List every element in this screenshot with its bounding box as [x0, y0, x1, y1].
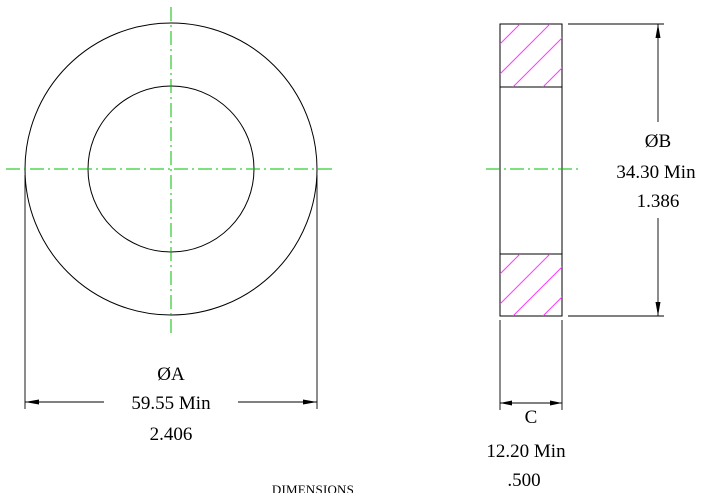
dimension-a-metric: 59.55 Min: [131, 393, 211, 414]
dimension-a-arrow-left: [25, 399, 39, 405]
front-view: [6, 7, 336, 333]
dimension-b-arrow-top: [655, 24, 661, 38]
dimension-b: ØB 34.30 Min 1.386: [568, 23, 696, 317]
side-view-outline: [499, 23, 563, 317]
dimension-c-imperial: .500: [507, 470, 540, 491]
section-hatch-bottom: [500, 254, 562, 316]
dimension-a-imperial: 2.406: [150, 424, 193, 445]
dimension-c-arrow-left: [500, 400, 512, 406]
dimension-c: C 12.20 Min .500: [486, 320, 566, 491]
dimension-c-symbol: C: [525, 407, 538, 428]
dimensions-title: DIMENSIONS: [272, 482, 354, 493]
dimension-b-metric: 34.30 Min: [616, 162, 696, 183]
side-view: [486, 23, 578, 317]
dimension-b-arrow-bottom: [655, 302, 661, 316]
dimension-c-metric: 12.20 Min: [486, 441, 566, 462]
dimension-a-arrow-right: [303, 399, 317, 405]
dimension-a-symbol: ØA: [157, 364, 185, 385]
dimension-a: ØA 59.55 Min 2.406: [24, 175, 318, 445]
dimension-b-symbol: ØB: [645, 131, 671, 152]
dimension-b-imperial: 1.386: [637, 191, 680, 212]
dimension-c-arrow-right: [550, 400, 562, 406]
section-hatch-top: [500, 24, 562, 87]
